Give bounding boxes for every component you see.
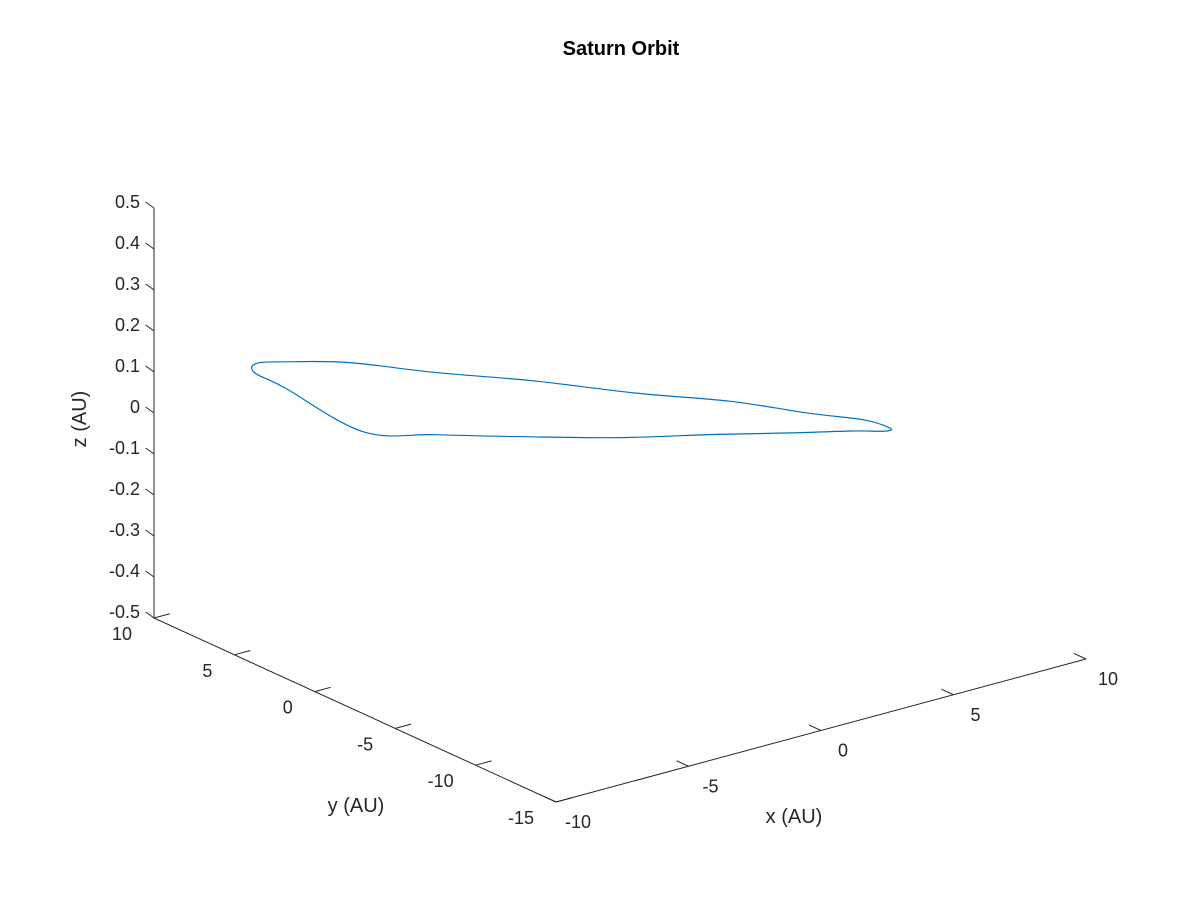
y-tick-mark — [395, 723, 412, 729]
z-tick-mark — [145, 283, 155, 291]
y-tick-label: 0 — [283, 698, 293, 718]
x-axis-label: x (AU) — [766, 806, 823, 828]
z-tick-mark — [145, 406, 155, 414]
x-tick-mark — [808, 724, 822, 731]
z-tick-mark — [145, 201, 155, 209]
z-tick-mark — [145, 447, 155, 455]
z-tick-mark — [145, 529, 155, 537]
x-tick-mark — [543, 796, 557, 803]
x-tick-label: 5 — [970, 705, 980, 725]
chart-title: Saturn Orbit — [562, 38, 680, 60]
axis-ticks: -10-50510-15-10-50510-0.5-0.4-0.3-0.2-0.… — [109, 192, 1118, 832]
z-axis-label: z (AU) — [69, 391, 91, 448]
z-tick-label: -0.5 — [109, 602, 140, 622]
orbit-line — [251, 360, 893, 439]
y-tick-mark — [314, 686, 331, 693]
y-tick-label: 5 — [202, 661, 212, 681]
z-tick-label: -0.1 — [109, 438, 140, 458]
x-tick-label: 10 — [1098, 669, 1118, 689]
y-tick-label: -15 — [508, 808, 534, 828]
z-tick-label: 0.5 — [115, 192, 140, 212]
z-tick-label: 0.2 — [115, 315, 140, 335]
z-tick-label: 0.1 — [115, 356, 140, 376]
z-tick-label: 0.3 — [115, 274, 140, 294]
y-tick-mark — [234, 650, 251, 656]
axes — [153, 208, 1087, 803]
z-tick-label: -0.3 — [109, 520, 140, 540]
y-tick-mark — [555, 797, 573, 803]
x-tick-mark — [676, 760, 689, 767]
axis-labels: x (AU) y (AU) z (AU) — [69, 391, 822, 828]
z-tick-label: -0.2 — [109, 479, 140, 499]
z-tick-mark — [145, 570, 155, 578]
y-tick-mark — [153, 613, 171, 619]
z-tick-label: -0.4 — [109, 561, 140, 581]
series — [251, 360, 893, 439]
x-tick-mark — [941, 688, 954, 696]
x-tick-mark — [1073, 653, 1087, 660]
y-axis-line — [153, 617, 557, 803]
y-tick-label: -10 — [428, 771, 454, 791]
z-tick-mark — [145, 611, 155, 619]
z-tick-label: 0 — [130, 397, 140, 417]
z-tick-mark — [145, 324, 155, 332]
z-tick-mark — [145, 488, 155, 496]
y-tick-mark — [475, 760, 492, 766]
y-tick-label: 10 — [112, 624, 132, 644]
x-tick-label: 0 — [838, 741, 848, 761]
z-tick-mark — [145, 242, 155, 250]
x-tick-label: -10 — [565, 812, 591, 832]
z-tick-mark — [145, 365, 155, 373]
x-tick-label: -5 — [702, 776, 718, 796]
y-tick-label: -5 — [357, 734, 373, 754]
z-tick-label: 0.4 — [115, 233, 140, 253]
y-axis-label: y (AU) — [328, 795, 385, 817]
